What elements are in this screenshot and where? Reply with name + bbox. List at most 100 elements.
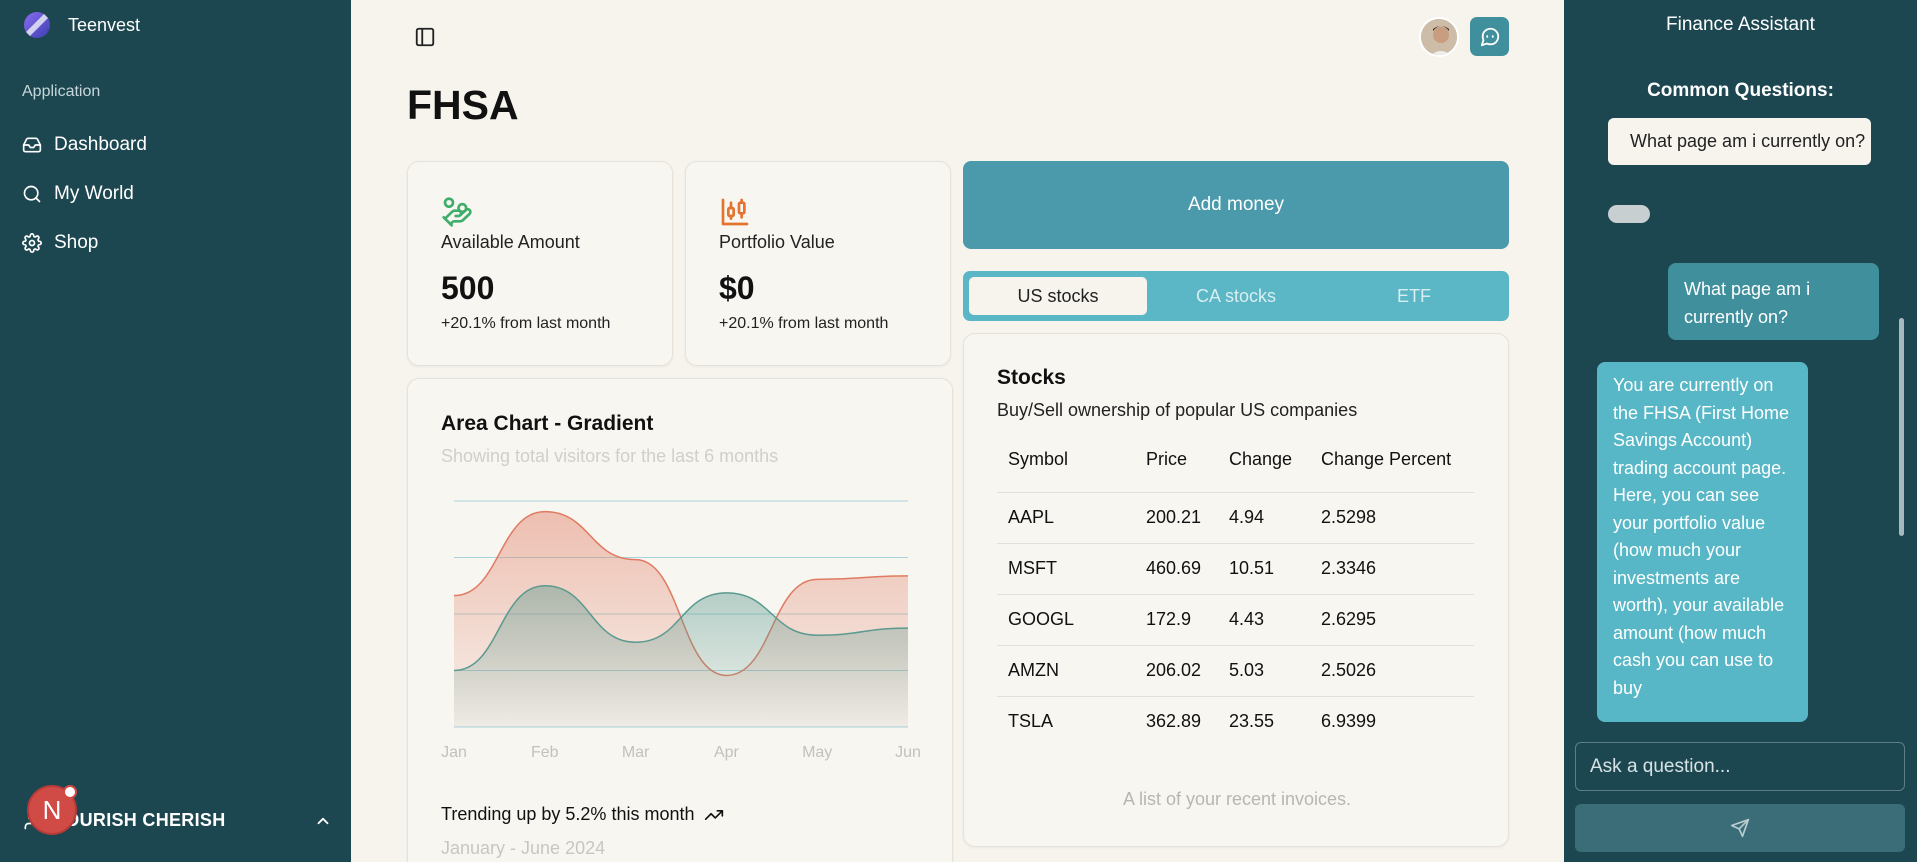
series-line-mobile (453, 584, 909, 672)
column-header: Change Percent (1310, 428, 1474, 493)
brand[interactable]: Teenvest (22, 10, 140, 40)
stocks-subtitle: Buy/Sell ownership of popular US compani… (997, 400, 1358, 420)
stocks-table: Symbol Price Change Change Percent AAPL … (997, 428, 1474, 747)
stat-label: Portfolio Value (719, 232, 835, 252)
available-amount-card: Available Amount 500 +20.1% from last mo… (407, 161, 673, 366)
cell-change-percent: 6.9399 (1321, 711, 1377, 732)
sidebar-item-my-world[interactable]: My World (22, 169, 332, 218)
chat-scrollbar[interactable] (1899, 318, 1904, 536)
tab-etf[interactable]: ETF (1397, 285, 1431, 306)
stocks-title: Stocks (997, 366, 1066, 389)
chat-toggle-button[interactable] (1470, 17, 1509, 56)
table-row[interactable]: MSFT 460.69 10.51 2.3346 (997, 543, 1474, 595)
candlestick-icon (721, 198, 749, 226)
tab-us-stocks[interactable]: US stocks (969, 277, 1147, 315)
cell-symbol: AMZN (997, 645, 1135, 697)
market-tabs: US stocks CA stocks ETF (963, 271, 1509, 321)
avatar-letter: N (42, 794, 62, 825)
sidebar-item-label: Dashboard (54, 133, 147, 155)
x-tick-label: Jun (895, 744, 921, 761)
send-icon (1730, 818, 1750, 838)
notification-dot (63, 785, 77, 799)
series-area-mobile (454, 585, 908, 727)
assistant-title: Finance Assistant (1666, 14, 1815, 35)
finance-assistant-panel: Finance Assistant Common Questions: What… (1564, 0, 1917, 862)
cell-change: 23.55 (1229, 711, 1275, 732)
sidebar: Teenvest Application Dashboard My World … (0, 0, 351, 862)
cell-change: 5.03 (1218, 645, 1310, 697)
stat-label: Available Amount (441, 232, 580, 252)
cell-change: 4.94 (1218, 492, 1310, 544)
x-tick-label: Apr (714, 744, 740, 761)
section-label: Application (22, 83, 101, 100)
cell-price: 172.9 (1135, 594, 1218, 646)
add-money-button[interactable]: Add money (963, 161, 1509, 249)
cell-change: 10.51 (1218, 543, 1310, 595)
chart-footer-range: January - June 2024 (441, 838, 606, 858)
common-questions-label: Common Questions: (1647, 80, 1834, 101)
trending-up-icon (705, 809, 724, 820)
sidebar-item-label: My World (54, 182, 134, 204)
x-tick-label: May (802, 744, 832, 761)
series-line-desktop (453, 510, 909, 677)
profile-avatar[interactable] (1419, 17, 1459, 57)
gear-icon (22, 232, 42, 253)
table-row[interactable]: TSLA 362.89 23.55 6.9399 (997, 696, 1474, 747)
sidebar-item-dashboard[interactable]: Dashboard (22, 120, 332, 169)
trend-text: Trending up by 5.2% this month (441, 804, 695, 824)
chart-title: Area Chart - Gradient (441, 412, 654, 435)
stat-change: +20.1% from last month (441, 315, 611, 332)
bot-message-icon (1480, 27, 1499, 46)
tab-ca-stocks[interactable]: CA stocks (1195, 285, 1277, 306)
page-title: FHSA (407, 82, 519, 128)
stat-value: 500 (441, 270, 495, 306)
table-row[interactable]: AAPL 200.21 4.94 2.5298 (997, 492, 1474, 544)
main-content: FHSA Available Amount 500 +20.1% from la… (351, 0, 1564, 862)
area-chart-card: Area Chart - Gradient Showing total visi… (407, 378, 953, 862)
sidebar-item-label: Shop (54, 231, 99, 253)
table-caption: A list of your recent invoices. (1122, 789, 1352, 809)
table-header-row: Symbol Price Change Change Percent (997, 428, 1474, 493)
x-tick-label: Mar (622, 744, 650, 761)
question-input[interactable]: Ask a question... (1575, 742, 1905, 791)
column-header: Symbol (997, 428, 1135, 493)
avatar[interactable]: N (27, 785, 77, 835)
table-row[interactable]: AMZN 206.02 5.03 2.5026 (997, 645, 1474, 697)
cell-price: 200.21 (1135, 492, 1218, 544)
x-tick-label: Feb (531, 744, 559, 761)
common-question-button[interactable]: What page am i currently on? (1608, 118, 1871, 165)
portfolio-value-card: Portfolio Value $0 +20.1% from last mont… (685, 161, 951, 366)
cell-symbol: GOOGL (997, 594, 1135, 646)
user-name: NOURISH CHERISH (52, 810, 226, 830)
cell-change-percent: 2.5298 (1310, 492, 1474, 544)
chart-subtitle: Showing total visitors for the last 6 mo… (441, 446, 779, 466)
sidebar-item-shop[interactable]: Shop (22, 218, 332, 267)
area-chart: Jan Feb Mar Apr May Jun (441, 500, 921, 761)
horizontal-scroll-thumb[interactable] (1608, 205, 1650, 223)
cell-symbol: AAPL (997, 492, 1135, 544)
stocks-card: Stocks Buy/Sell ownership of popular US … (963, 333, 1509, 847)
cell-price: 460.69 (1135, 543, 1218, 595)
search-icon (23, 185, 41, 202)
brand-logo-icon (24, 12, 50, 38)
cell-change: 4.43 (1218, 594, 1310, 646)
cell-change-percent: 2.6295 (1310, 594, 1474, 646)
cell-price: 362.89 (1146, 711, 1202, 732)
sidebar-nav: Dashboard My World Shop (22, 120, 332, 267)
cell-change-percent: 2.5026 (1310, 645, 1474, 697)
send-button[interactable] (1575, 804, 1905, 852)
cell-symbol: MSFT (997, 543, 1135, 595)
hand-coins-icon (442, 197, 472, 227)
column-header: Price (1135, 428, 1218, 493)
brand-name: Teenvest (68, 14, 141, 35)
inbox-icon (22, 137, 42, 152)
chevron-up-icon[interactable] (314, 812, 332, 830)
stat-change: +20.1% from last month (719, 315, 889, 332)
cell-price: 206.02 (1135, 645, 1218, 697)
table-row[interactable]: GOOGL 172.9 4.43 2.6295 (997, 594, 1474, 646)
profile-photo-icon (1421, 19, 1457, 55)
assistant-message: You are currently on the FHSA (First Hom… (1597, 362, 1808, 722)
cell-change-percent: 2.3346 (1310, 543, 1474, 595)
sidebar-toggle-icon[interactable] (414, 26, 436, 48)
stat-value: $0 (719, 270, 755, 306)
